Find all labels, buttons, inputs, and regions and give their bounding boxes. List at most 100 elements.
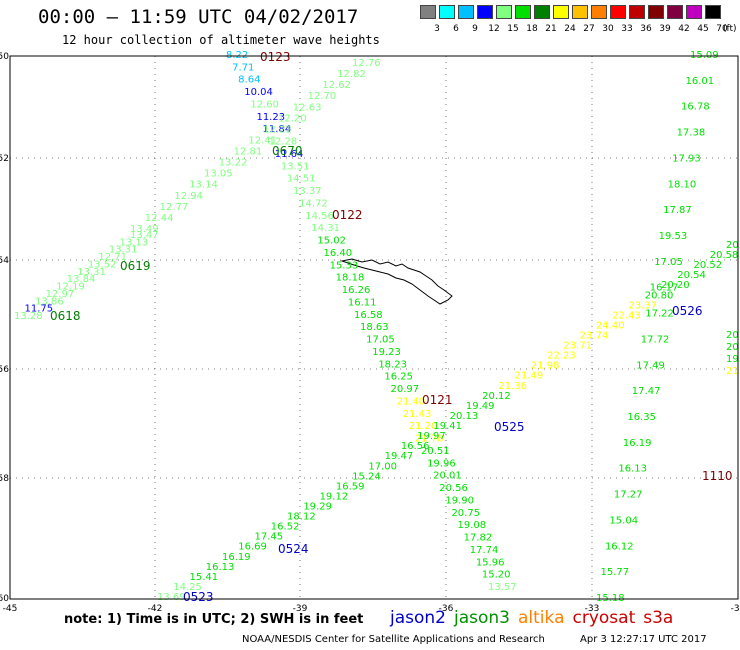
pass-time-label: 0122 [332, 208, 363, 222]
credit-timestamp: Apr 3 12:27:17 UTC 2017 [580, 634, 707, 645]
longitude-tick-label: -42 [148, 604, 163, 614]
color-scale-swatch [534, 5, 550, 19]
color-scale-tick: 42 [678, 24, 690, 34]
wave-height-value: 19.49 [466, 401, 495, 412]
color-scale-swatch [705, 5, 721, 19]
map-grid [10, 56, 738, 599]
pass-time-label: 0523 [183, 590, 214, 604]
wave-height-value: 21.9 [726, 366, 740, 377]
wave-height-value: 12.71 [98, 252, 127, 263]
legend-jason3: jason3 [454, 608, 510, 628]
wave-height-value: 21.20 [409, 421, 438, 432]
wave-height-value: 15.77 [600, 567, 629, 578]
wave-height-value: 13.37 [293, 186, 322, 197]
color-scale-tick: 12 [488, 24, 500, 34]
wave-height-value: 20 [726, 330, 739, 341]
color-scale-tick: 36 [640, 24, 652, 34]
color-scale-swatch [477, 5, 493, 19]
wave-height-value: 13.69 [157, 592, 186, 603]
wave-height-value: 22.23 [547, 351, 576, 362]
track-value-labels: 8.227.718.6410.0412.6011.2311.8412.2811.… [14, 50, 740, 604]
wave-height-value: 12.97 [46, 289, 75, 300]
wave-height-value: 16.59 [336, 481, 365, 492]
color-scale-swatch [420, 5, 436, 19]
color-scale-swatch [458, 5, 474, 19]
wave-height-value: 12.94 [174, 191, 203, 202]
color-scale-swatch [515, 5, 531, 19]
wave-height-value: 13.31 [77, 267, 106, 278]
wave-height-value: 12.19 [56, 282, 85, 293]
wave-height-value: 12.82 [337, 69, 366, 80]
wave-height-value: 16.56 [401, 441, 430, 452]
wave-height-value: 14.56 [305, 211, 334, 222]
wave-height-value: 20.97 [391, 384, 420, 395]
pass-time-label: 0670 [272, 144, 303, 158]
wave-height-value: 21.78 [415, 434, 444, 445]
wave-height-value: 19.96 [427, 458, 456, 469]
wave-height-value: 11.23 [256, 112, 285, 123]
map-subtitle: 12 hour collection of altimeter wave hei… [62, 33, 380, 47]
pass-time-label: 0619 [120, 259, 151, 273]
color-scale-tick: 24 [564, 24, 576, 34]
wave-height-value: 14.51 [287, 174, 316, 185]
credit-text: NOAA/NESDIS Center for Satellite Applica… [242, 634, 545, 645]
legend-altika: altika [518, 608, 565, 628]
wave-height-value: 20.56 [439, 483, 468, 494]
wave-height-value: 13.52 [88, 259, 117, 270]
wave-height-value: 21.49 [515, 371, 544, 382]
satellite-legend: jason2 jason3 altika cryosat s3a [390, 608, 681, 628]
color-scale-tick: 15 [507, 24, 519, 34]
color-scale-swatch [496, 5, 512, 19]
latitude-tick-label: -52 [0, 154, 9, 164]
wave-height-value: 19.53 [659, 231, 688, 242]
pass-time-label: 0526 [672, 304, 703, 318]
wave-height-value: 15.41 [190, 572, 219, 583]
wave-height-value: 7.71 [232, 62, 254, 73]
color-scale-tick: 9 [472, 24, 478, 34]
wave-height-value: 18.18 [336, 273, 365, 284]
wave-height-value: 16.13 [206, 562, 235, 573]
wave-height-value: 20.58 [710, 250, 739, 261]
wave-height-value: 19.47 [385, 451, 414, 462]
wave-height-value: 16.11 [348, 297, 377, 308]
wave-height-value: 14.25 [173, 582, 202, 593]
wave-height-value: 17.38 [677, 128, 706, 139]
color-scale-tick: 70 [716, 24, 728, 34]
color-scale-tick: 39 [659, 24, 671, 34]
latitude-tick-label: -54 [0, 256, 9, 266]
wave-height-value: 8.64 [238, 75, 260, 86]
map-title: 00:00 – 11:59 UTC 04/02/2017 [38, 6, 359, 28]
color-scale-swatch [667, 5, 683, 19]
wave-height-value: 17.82 [464, 533, 493, 544]
map-frame [9, 55, 739, 600]
wave-height-value: 15.02 [317, 236, 346, 247]
wave-height-value: 12.77 [160, 202, 189, 213]
longitude-tick-label: -45 [3, 604, 18, 614]
wave-height-value: 16.12 [605, 541, 634, 552]
wave-height-value: 20.80 [645, 290, 674, 301]
wave-height-value: 13.49 [130, 224, 159, 235]
wave-height-value: 13.28 [14, 311, 43, 322]
pass-time-labels: 0123 0670 0122 0619 0618 0121 0526 0525 0524 0523… [50, 50, 733, 604]
wave-height-value: 20 [726, 342, 739, 353]
wave-height-value: 15.20 [482, 570, 511, 581]
wave-height-value: 18.63 [360, 322, 389, 333]
pass-time-label: 0524 [278, 542, 309, 556]
wave-height-value: 20.20 [661, 280, 690, 291]
wave-height-value: 16.25 [384, 372, 413, 383]
wave-height-value: 16.19 [623, 438, 652, 449]
wave-height-value: 14.31 [311, 223, 340, 234]
legend-cryosat: cryosat [572, 608, 636, 628]
wave-height-value: 13.22 [219, 158, 248, 169]
wave-height-value: 19.41 [433, 421, 462, 432]
wave-height-value: 13.05 [204, 169, 233, 180]
wave-height-value: 20.54 [677, 270, 706, 281]
wave-height-value: 12.22 [263, 124, 292, 135]
color-scale-tick: 18 [526, 24, 538, 34]
wave-height-value: 17.47 [632, 386, 661, 397]
wave-height-value: 17.93 [672, 153, 701, 164]
south-georgia-island-outline [340, 258, 453, 305]
pass-time-label: 0525 [494, 420, 525, 434]
wave-height-value: 20.75 [451, 508, 480, 519]
wave-height-value: 13.31 [109, 245, 138, 256]
